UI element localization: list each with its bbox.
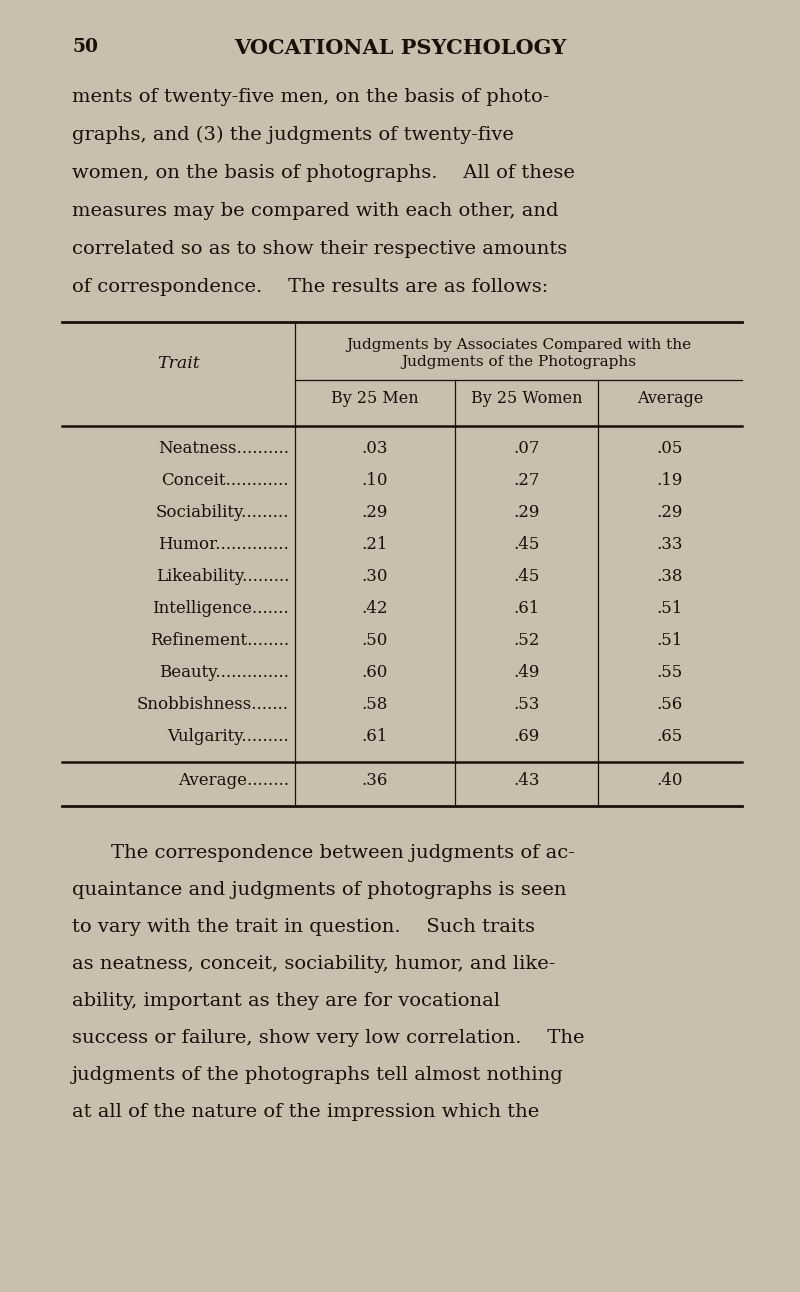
Text: .51: .51 [657,599,683,618]
Text: .07: .07 [514,441,540,457]
Text: Judgments of the Photographs: Judgments of the Photographs [401,355,636,370]
Text: as neatness, conceit, sociability, humor, and like-: as neatness, conceit, sociability, humor… [72,955,555,973]
Text: .45: .45 [514,568,540,585]
Text: .58: .58 [362,696,388,713]
Text: 50: 50 [72,37,98,56]
Text: .05: .05 [657,441,683,457]
Text: of correspondence.  The results are as follows:: of correspondence. The results are as fo… [72,278,548,296]
Text: Humor..............: Humor.............. [158,536,289,553]
Text: The correspondence between judgments of ac-: The correspondence between judgments of … [72,844,575,862]
Text: quaintance and judgments of photographs is seen: quaintance and judgments of photographs … [72,881,566,899]
Text: graphs, and (3) the judgments of twenty-five: graphs, and (3) the judgments of twenty-… [72,127,514,145]
Text: .27: .27 [514,472,540,488]
Text: .61: .61 [514,599,540,618]
Text: .65: .65 [657,727,683,745]
Text: to vary with the trait in question.  Such traits: to vary with the trait in question. Such… [72,919,535,935]
Text: .60: .60 [362,664,388,681]
Text: Likeability.........: Likeability......... [156,568,289,585]
Text: measures may be compared with each other, and: measures may be compared with each other… [72,202,558,220]
Text: .43: .43 [514,773,540,789]
Text: .29: .29 [514,504,540,521]
Text: Refinement........: Refinement........ [150,632,289,649]
Text: .30: .30 [362,568,388,585]
Text: .38: .38 [657,568,683,585]
Text: .33: .33 [657,536,683,553]
Text: Conceit............: Conceit............ [162,472,289,488]
Text: .56: .56 [657,696,683,713]
Text: success or failure, show very low correlation.  The: success or failure, show very low correl… [72,1028,585,1047]
Text: judgments of the photographs tell almost nothing: judgments of the photographs tell almost… [72,1066,564,1084]
Text: .50: .50 [362,632,388,649]
Text: Neatness..........: Neatness.......... [158,441,289,457]
Text: Average........: Average........ [178,773,289,789]
Text: Vulgarity.........: Vulgarity......... [167,727,289,745]
Text: VOCATIONAL PSYCHOLOGY: VOCATIONAL PSYCHOLOGY [234,37,566,58]
Text: Sociability.........: Sociability......... [156,504,289,521]
Text: .52: .52 [514,632,540,649]
Text: .49: .49 [514,664,540,681]
Text: Snobbishness.......: Snobbishness....... [137,696,289,713]
Text: ability, important as they are for vocational: ability, important as they are for vocat… [72,992,500,1010]
Text: .55: .55 [657,664,683,681]
Text: By 25 Women: By 25 Women [470,390,582,407]
Text: ments of twenty-five men, on the basis of photo-: ments of twenty-five men, on the basis o… [72,88,550,106]
Text: Judgments by Associates Compared with the: Judgments by Associates Compared with th… [346,339,691,351]
Text: .19: .19 [657,472,683,488]
Text: .21: .21 [362,536,388,553]
Text: .36: .36 [362,773,388,789]
Text: .10: .10 [362,472,388,488]
Text: Trait: Trait [157,354,200,372]
Text: at all of the nature of the impression which the: at all of the nature of the impression w… [72,1103,539,1121]
Text: correlated so as to show their respective amounts: correlated so as to show their respectiv… [72,240,567,258]
Text: Intelligence.......: Intelligence....... [152,599,289,618]
Text: .03: .03 [362,441,388,457]
Text: By 25 Men: By 25 Men [331,390,419,407]
Text: .69: .69 [514,727,540,745]
Text: .61: .61 [362,727,388,745]
Text: Average: Average [637,390,703,407]
Text: women, on the basis of photographs.  All of these: women, on the basis of photographs. All … [72,164,575,182]
Text: .51: .51 [657,632,683,649]
Text: .29: .29 [657,504,683,521]
Text: .45: .45 [514,536,540,553]
Text: .42: .42 [362,599,388,618]
Text: .53: .53 [514,696,540,713]
Text: .29: .29 [362,504,388,521]
Text: .40: .40 [657,773,683,789]
Text: Beauty..............: Beauty.............. [159,664,289,681]
